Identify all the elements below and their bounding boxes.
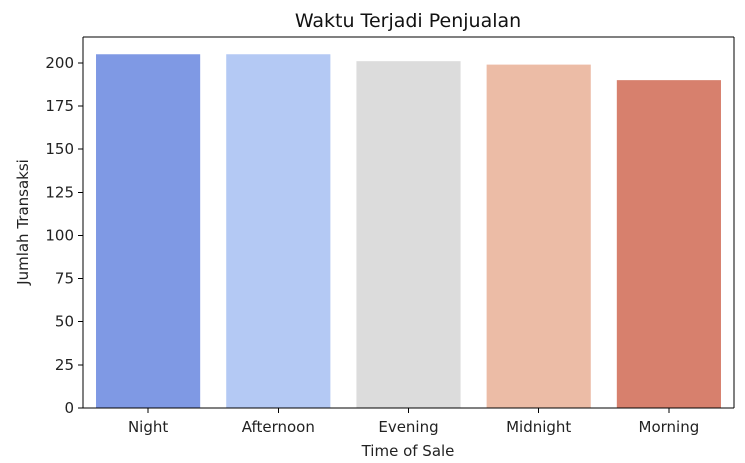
y-tick-label-75: 75: [55, 270, 74, 288]
bar-night: [96, 54, 201, 409]
x-tick-label-afternoon: Afternoon: [242, 418, 315, 436]
y-tick-label-50: 50: [55, 313, 74, 331]
y-ticks-layer: 0 25 50 75 100 125 150 175 200: [45, 54, 83, 417]
y-axis-label: Jumlah Transaksi: [14, 159, 32, 286]
y-tick-label-25: 25: [55, 356, 74, 374]
y-tick-label-150: 150: [45, 140, 74, 158]
bar-afternoon: [226, 54, 331, 409]
x-axis-label: Time of Sale: [361, 442, 455, 460]
y-tick-label-0: 0: [64, 399, 74, 417]
y-tick-label-100: 100: [45, 226, 74, 244]
y-tick-label-125: 125: [45, 183, 74, 201]
bar-midnight: [486, 64, 591, 408]
x-tick-label-morning: Morning: [639, 418, 700, 436]
bars-layer: [96, 54, 721, 409]
y-tick-label-175: 175: [45, 97, 74, 115]
chart-title: Waktu Terjadi Penjualan: [295, 10, 521, 32]
x-tick-label-midnight: Midnight: [506, 418, 571, 436]
x-ticks-layer: Night Afternoon Evening Midnight Morning: [128, 408, 699, 436]
x-tick-label-evening: Evening: [378, 418, 438, 436]
bar-evening: [356, 61, 461, 408]
y-tick-label-200: 200: [45, 54, 74, 72]
x-tick-label-night: Night: [128, 418, 168, 436]
bar-morning: [616, 80, 721, 409]
